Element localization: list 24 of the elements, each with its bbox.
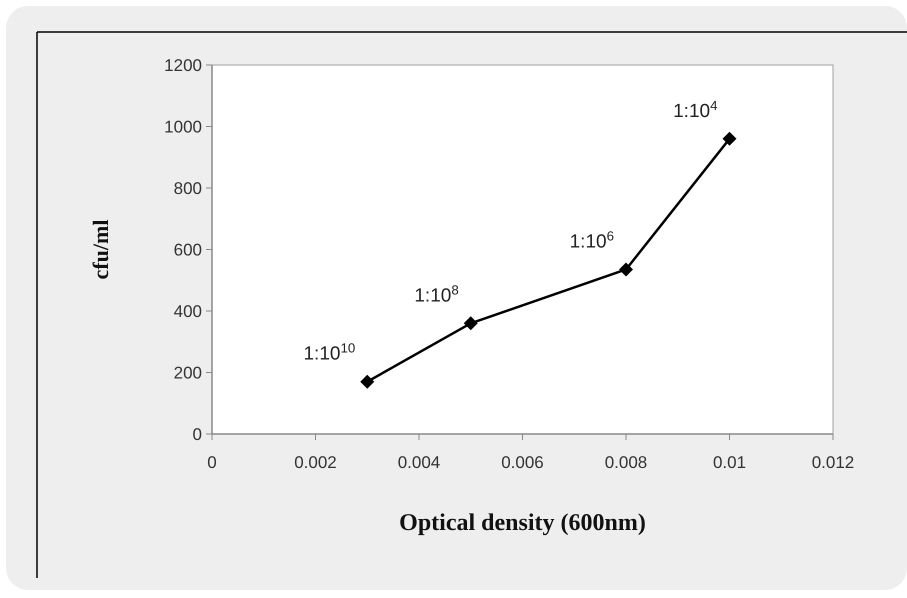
x-tick-label: 0.004 xyxy=(398,453,440,472)
annotation: 1:10$^{8}$ xyxy=(414,282,459,306)
x-axis-title: Optical density (600nm) xyxy=(399,510,646,536)
x-tick-label: 0.002 xyxy=(294,453,337,472)
y-tick-label: 1000 xyxy=(164,117,202,136)
x-tick-label: 0.01 xyxy=(712,453,746,472)
point xyxy=(619,262,633,276)
point xyxy=(464,316,478,330)
y-tick-label: 800 xyxy=(174,178,202,198)
annotation: 1:10$^{10}$ xyxy=(303,340,356,365)
annotation: 1:10$^{6}$ xyxy=(570,228,614,252)
x-tick-label: 0.008 xyxy=(604,453,648,472)
point xyxy=(722,132,736,146)
y-tick-label: 200 xyxy=(174,363,202,382)
point xyxy=(360,374,374,389)
annotation: 1:10$^{4}$ xyxy=(673,97,718,122)
y-tick-label: 400 xyxy=(174,302,202,321)
x-tick-label: 0.006 xyxy=(501,453,544,472)
x-tick-label: 0.012 xyxy=(812,453,854,472)
x-tick-label: 0 xyxy=(207,453,217,472)
y-tick-label: 0 xyxy=(192,424,202,444)
y-tick-label: 600 xyxy=(174,240,202,260)
y-tick-label: 1200 xyxy=(164,56,202,75)
y-axis-title: cfu/ml xyxy=(88,220,113,280)
